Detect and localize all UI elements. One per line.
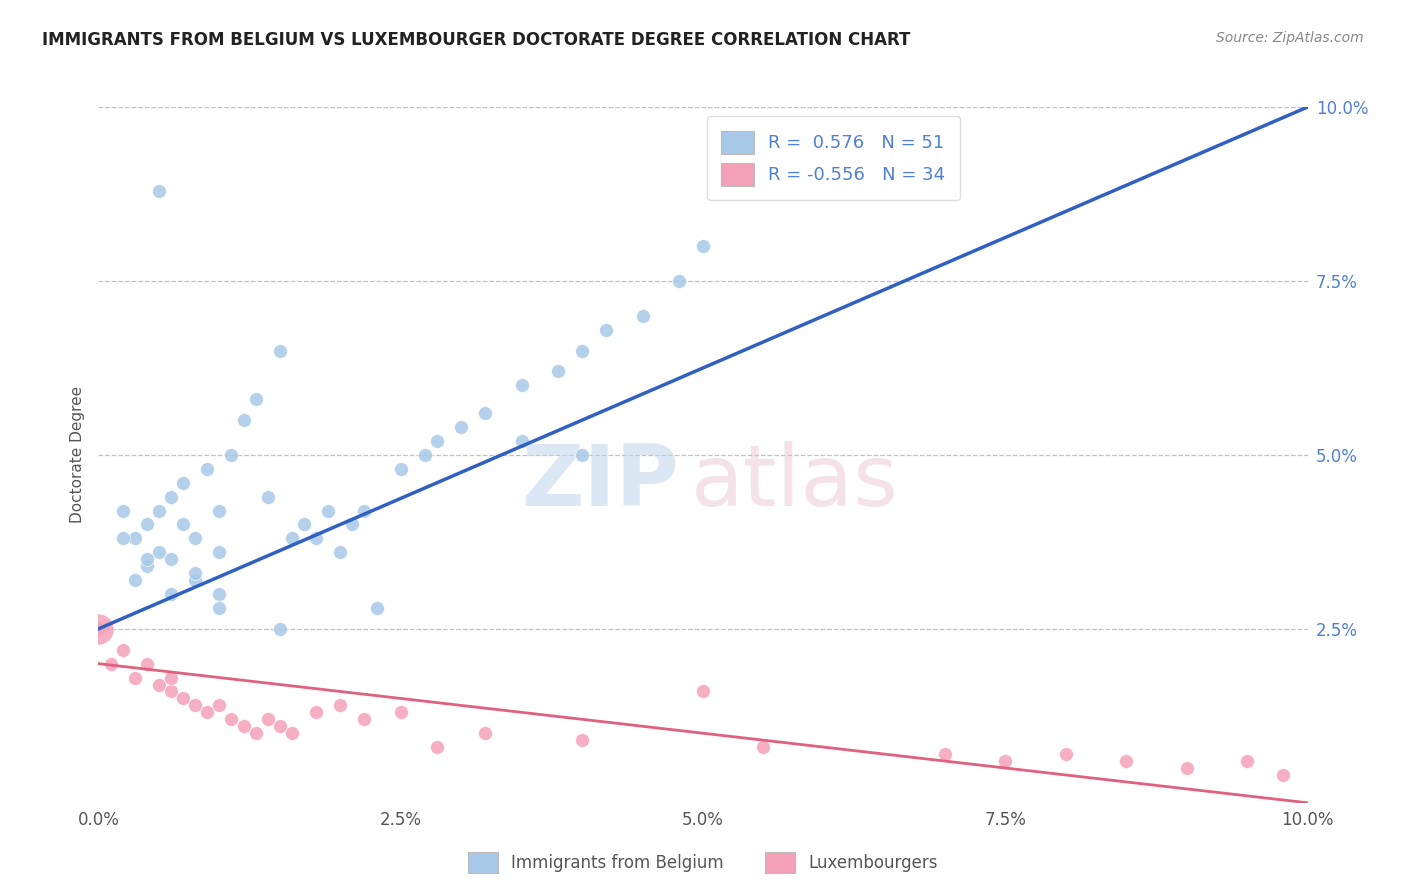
Point — [160, 490, 183, 504]
Point — [135, 517, 157, 532]
Point — [124, 573, 146, 587]
Point — [148, 677, 170, 691]
Point — [426, 740, 449, 755]
Point — [148, 184, 170, 198]
Point — [87, 622, 110, 636]
Point — [160, 684, 183, 698]
Point — [316, 503, 339, 517]
Point — [184, 566, 207, 581]
Point — [135, 552, 157, 566]
Point — [160, 552, 183, 566]
Text: Source: ZipAtlas.com: Source: ZipAtlas.com — [1216, 31, 1364, 45]
Point — [1054, 747, 1077, 761]
Point — [172, 517, 194, 532]
Point — [232, 719, 254, 733]
Point — [100, 657, 122, 671]
Point — [269, 622, 291, 636]
Point — [342, 517, 364, 532]
Point — [281, 726, 304, 740]
Point — [160, 587, 183, 601]
Point — [281, 532, 304, 546]
Point — [668, 274, 690, 288]
Point — [329, 698, 352, 713]
Point — [269, 343, 291, 358]
Point — [111, 532, 134, 546]
Point — [135, 657, 157, 671]
Point — [571, 733, 593, 747]
Point — [692, 239, 714, 253]
Point — [124, 532, 146, 546]
Point — [195, 462, 218, 476]
Point — [172, 475, 194, 490]
Point — [413, 448, 436, 462]
Point — [752, 740, 775, 755]
Point — [184, 698, 207, 713]
Point — [208, 545, 231, 559]
Point — [245, 392, 267, 407]
Point — [135, 559, 157, 574]
Point — [1236, 754, 1258, 768]
Text: ZIP: ZIP — [522, 442, 679, 524]
Point — [389, 462, 412, 476]
Point — [208, 587, 231, 601]
Point — [160, 671, 183, 685]
Point — [232, 413, 254, 427]
Point — [450, 420, 472, 434]
Point — [305, 532, 328, 546]
Y-axis label: Doctorate Degree: Doctorate Degree — [69, 386, 84, 524]
Point — [221, 448, 243, 462]
Point — [124, 671, 146, 685]
Point — [305, 706, 328, 720]
Point — [329, 545, 352, 559]
Point — [474, 726, 496, 740]
Point — [256, 712, 278, 726]
Point — [148, 503, 170, 517]
Point — [245, 726, 267, 740]
Legend: Immigrants from Belgium, Luxembourgers: Immigrants from Belgium, Luxembourgers — [461, 846, 945, 880]
Point — [208, 503, 231, 517]
Point — [692, 684, 714, 698]
Point — [510, 434, 533, 448]
Point — [353, 712, 375, 726]
Point — [184, 573, 207, 587]
Point — [208, 601, 231, 615]
Point — [426, 434, 449, 448]
Point — [256, 490, 278, 504]
Text: atlas: atlas — [690, 442, 898, 524]
Text: IMMIGRANTS FROM BELGIUM VS LUXEMBOURGER DOCTORATE DEGREE CORRELATION CHART: IMMIGRANTS FROM BELGIUM VS LUXEMBOURGER … — [42, 31, 911, 49]
Point — [208, 698, 231, 713]
Point — [1272, 768, 1295, 782]
Point — [1175, 761, 1198, 775]
Point — [547, 364, 569, 378]
Point — [366, 601, 388, 615]
Point — [510, 378, 533, 392]
Point — [571, 343, 593, 358]
Point — [184, 532, 207, 546]
Point — [571, 448, 593, 462]
Point — [111, 642, 134, 657]
Point — [474, 406, 496, 420]
Point — [87, 622, 110, 636]
Point — [172, 691, 194, 706]
Point — [148, 545, 170, 559]
Point — [934, 747, 956, 761]
Point — [269, 719, 291, 733]
Point — [221, 712, 243, 726]
Point — [994, 754, 1017, 768]
Point — [595, 323, 617, 337]
Point — [292, 517, 315, 532]
Point — [1115, 754, 1137, 768]
Point — [389, 706, 412, 720]
Point — [631, 309, 654, 323]
Legend: R =  0.576   N = 51, R = -0.556   N = 34: R = 0.576 N = 51, R = -0.556 N = 34 — [707, 116, 960, 201]
Point — [353, 503, 375, 517]
Point — [195, 706, 218, 720]
Point — [111, 503, 134, 517]
